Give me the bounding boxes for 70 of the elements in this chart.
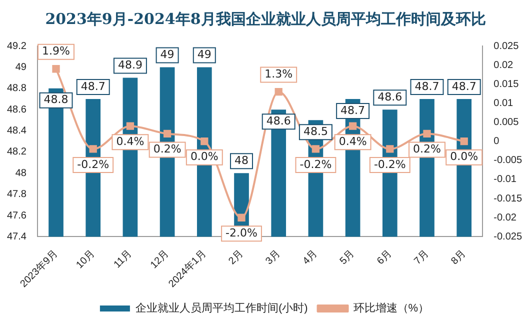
data-label: 48.5 bbox=[303, 125, 328, 138]
point bbox=[423, 130, 431, 138]
y-tick-label: 48.6 bbox=[6, 104, 27, 116]
data-label: 48.9 bbox=[118, 58, 142, 72]
data-label: 0.2% bbox=[153, 142, 182, 156]
point bbox=[163, 130, 172, 138]
data-label: 48.7 bbox=[80, 80, 106, 93]
chart-title: 2023年9月-2024年8月我国企业就业人员周平均工作时间及环比 bbox=[44, 9, 487, 30]
point bbox=[312, 145, 320, 153]
y-tick-label: 48.4 bbox=[6, 126, 27, 137]
point bbox=[348, 122, 357, 130]
y-tick-label: 47.4 bbox=[6, 231, 27, 242]
y2-tick-label: 0.025 bbox=[494, 40, 520, 52]
data-label: 0.2% bbox=[413, 142, 441, 156]
data-label: -0.2% bbox=[77, 158, 110, 171]
x-tick-label: 4月 bbox=[300, 248, 320, 268]
data-label: 0.0% bbox=[450, 150, 478, 164]
point bbox=[460, 138, 468, 146]
y-tick-label: 49 bbox=[15, 62, 27, 73]
data-label: -0.2% bbox=[374, 158, 406, 171]
data-label: 48 bbox=[234, 154, 249, 167]
y2-tick-label: 0.02 bbox=[494, 60, 514, 71]
x-tick-label: 3月 bbox=[264, 248, 283, 268]
x-tick-label: 5月 bbox=[338, 248, 357, 268]
data-label: 48.7 bbox=[414, 80, 440, 93]
data-label: 0.4% bbox=[116, 134, 144, 148]
y-tick-label: 48.2 bbox=[6, 146, 27, 158]
data-label: 48.6 bbox=[378, 90, 402, 104]
x-tick-label: 6月 bbox=[375, 248, 394, 268]
y2-tick-label: 0.015 bbox=[494, 78, 520, 90]
y-tick-label: 47.8 bbox=[6, 189, 27, 200]
data-label: 48.7 bbox=[340, 104, 366, 117]
data-label: 48.8 bbox=[44, 93, 68, 106]
y2-tick-label: 0 bbox=[494, 136, 500, 148]
data-label: -2.0% bbox=[226, 226, 258, 240]
y2-tick-label: -0.005 bbox=[494, 155, 522, 166]
point bbox=[386, 145, 394, 153]
x-tick-label: 2月 bbox=[226, 248, 246, 268]
y2-tick-label: -0.02 bbox=[494, 212, 517, 224]
point bbox=[52, 65, 60, 73]
data-label: 49 bbox=[160, 48, 174, 62]
y-tick-label: 48 bbox=[15, 168, 27, 179]
data-label: 1.9% bbox=[42, 44, 70, 58]
data-label: 48.6 bbox=[266, 114, 291, 128]
x-tick-label: 12月 bbox=[148, 248, 172, 271]
point bbox=[126, 122, 134, 130]
y2-tick-label: -0.015 bbox=[494, 193, 522, 204]
x-tick-label: 7月 bbox=[412, 248, 432, 268]
x-tick-label: 10月 bbox=[74, 248, 98, 271]
data-label: 48.7 bbox=[452, 80, 476, 93]
legend-label: 企业就业人员周平均工作时间(小时) bbox=[135, 302, 308, 315]
point bbox=[238, 214, 246, 222]
y2-tick-label: 0.01 bbox=[494, 98, 514, 109]
data-label: -0.2% bbox=[300, 158, 332, 171]
y2-tick-label: 0.005 bbox=[494, 117, 520, 128]
y2-tick-label: -0.025 bbox=[494, 231, 522, 242]
x-tick-label: 8月 bbox=[449, 248, 468, 268]
legend-label: 环比增速（%） bbox=[353, 302, 430, 315]
point bbox=[89, 145, 97, 153]
data-label: 0.0% bbox=[190, 150, 218, 164]
x-tick-label: 11月 bbox=[112, 248, 134, 270]
data-label: 49 bbox=[197, 48, 212, 62]
point bbox=[274, 88, 282, 96]
y2-tick-label: -0.01 bbox=[494, 174, 517, 186]
data-label: 1.3% bbox=[264, 68, 293, 81]
y-tick-label: 49.2 bbox=[6, 40, 27, 52]
y-tick-label: 47.6 bbox=[6, 210, 27, 222]
y-tick-label: 48.8 bbox=[6, 83, 27, 94]
point bbox=[200, 138, 208, 146]
data-label: 0.4% bbox=[338, 134, 367, 148]
